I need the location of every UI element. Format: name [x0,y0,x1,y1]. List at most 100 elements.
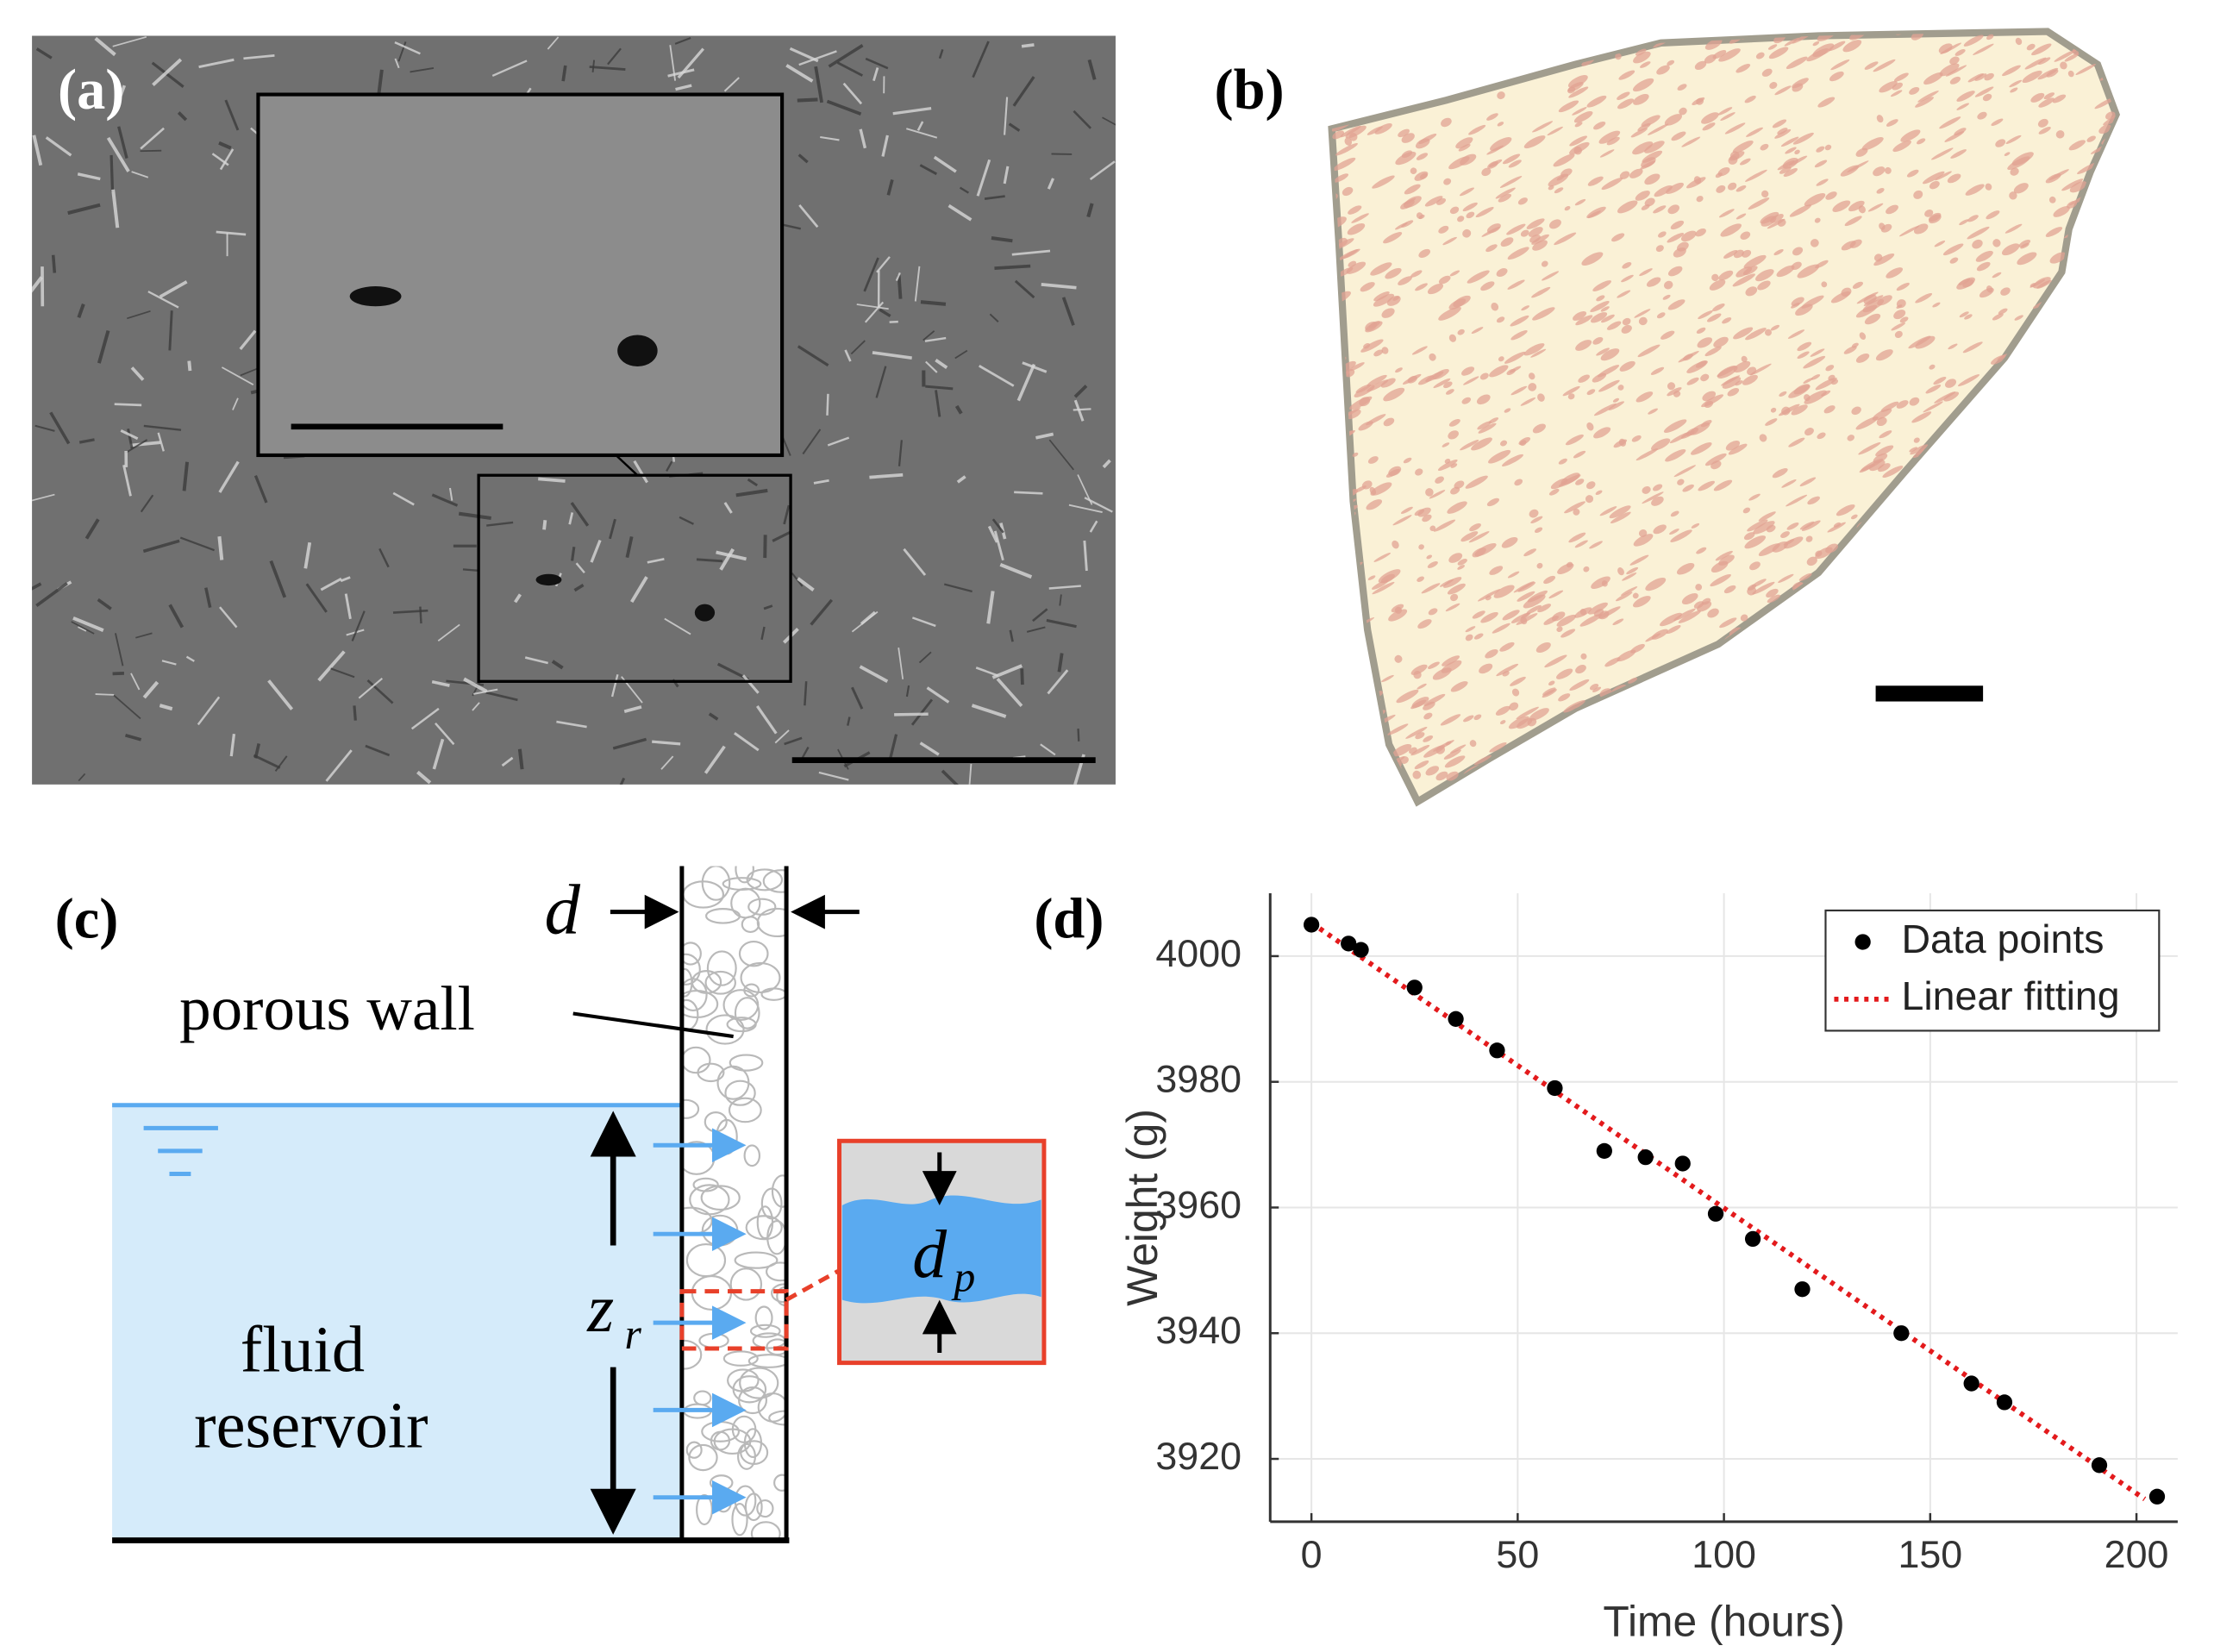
texture-stroke [179,536,215,552]
texture-stroke [97,329,110,364]
speckle [1764,724,1774,731]
speckle [1774,128,1792,139]
texture-stroke [925,360,938,373]
speckle [2058,303,2066,310]
texture-stroke [320,577,342,591]
speckle [1776,265,1795,278]
fluid-reservoir [112,1104,682,1539]
speckle [1568,757,1582,766]
speckle [1642,485,1651,494]
speckle [1833,707,1856,721]
speckle [1985,183,1992,191]
speckle [1523,343,1545,356]
speckle [2012,666,2030,677]
speckle [2062,527,2070,535]
texture-stroke [723,77,740,92]
texture-stroke [810,598,834,626]
speckle [1579,614,1602,627]
texture-stroke [798,50,837,66]
speckle [1383,417,1395,427]
speckle [1360,708,1370,716]
speckle [2075,64,2096,76]
speckle [1717,652,1740,665]
speckle [2119,493,2128,500]
speckle [1774,85,1792,96]
speckle [1489,365,1509,378]
speckle [1360,282,1375,292]
speckle [1449,744,1467,754]
speckle [1646,277,1661,287]
speckle [1974,73,1987,81]
speckle [1590,301,1610,313]
speckle [1549,774,1565,785]
speckle [1673,608,1696,621]
speckle [1848,626,1855,635]
texture-stroke [856,303,889,310]
speckle [1942,243,1964,256]
speckle [1915,579,1936,592]
speckle [1666,182,1684,194]
texture-stroke [935,390,941,417]
speckle [1331,540,1337,549]
speckle [1580,775,1604,788]
pebble [743,983,760,998]
speckle [1793,749,1808,760]
texture-stroke [954,349,968,360]
speckle [2096,313,2117,327]
pebble [706,950,737,986]
speckle [1450,463,1458,468]
speckle [1975,537,1983,543]
speckle [1385,468,1400,478]
legend-label: Data points [1901,917,2104,961]
speckle [2004,627,2022,636]
speckle [1602,743,1615,754]
speckle [1811,755,1830,769]
speckle [1498,193,1512,203]
speckle [1945,379,1957,388]
speckle [1893,760,1914,773]
speckle [1667,266,1683,277]
speckle [2083,794,2095,802]
speckle [1516,706,1539,720]
speckle [1634,309,1651,318]
speckle [1632,141,1654,155]
speckle [1892,82,1903,91]
speckle [1634,802,1652,814]
height-symbol: z [586,1271,614,1347]
speckle [1600,306,1610,312]
speckle [1805,535,1813,542]
speckle [1597,723,1608,733]
texture-stroke [168,604,184,629]
speckle [1783,536,1804,549]
speckle [1632,78,1654,92]
speckle [1829,71,1844,82]
speckle [1821,579,1829,585]
speckle [1609,505,1631,519]
speckle [1681,136,1701,147]
speckle [1517,197,1528,205]
texture-stroke [240,367,259,377]
speckle [1871,760,1892,773]
speckle [1854,630,1861,637]
speckle [2009,798,2026,802]
speckle [1696,700,1718,712]
speckle [2107,426,2117,439]
texture-stroke [1026,626,1046,633]
speckle [1698,480,1715,491]
texture-stroke [217,535,224,560]
speckle [1617,200,1638,214]
speckle [1855,147,1868,157]
speckle [1573,450,1586,459]
speckle [1797,264,1820,278]
speckle [1996,609,2004,616]
texture-stroke [397,41,407,62]
speckle [1986,754,1997,761]
speckle [1833,758,1851,770]
speckle [1997,520,2017,532]
texture-stroke [111,84,127,116]
speckle [2114,791,2117,802]
texture-stroke [924,336,947,342]
speckle [1858,645,1871,654]
speckle [1836,767,1847,775]
speckle [1373,291,1390,302]
